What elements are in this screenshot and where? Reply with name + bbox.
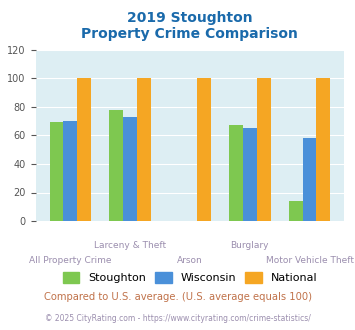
Text: Arson: Arson bbox=[177, 256, 203, 265]
Bar bbox=[257, 78, 271, 221]
Bar bbox=[64, 121, 77, 221]
Text: Larceny & Theft: Larceny & Theft bbox=[94, 241, 166, 249]
Text: Compared to U.S. average. (U.S. average equals 100): Compared to U.S. average. (U.S. average … bbox=[44, 292, 311, 302]
Title: 2019 Stoughton
Property Crime Comparison: 2019 Stoughton Property Crime Comparison bbox=[82, 11, 298, 41]
Bar bbox=[243, 128, 257, 221]
Text: © 2025 CityRating.com - https://www.cityrating.com/crime-statistics/: © 2025 CityRating.com - https://www.city… bbox=[45, 314, 310, 323]
Text: All Property Crime: All Property Crime bbox=[29, 256, 111, 265]
Bar bbox=[137, 78, 151, 221]
Text: Burglary: Burglary bbox=[230, 241, 269, 249]
Bar bbox=[109, 110, 123, 221]
Bar bbox=[229, 125, 243, 221]
Legend: Stoughton, Wisconsin, National: Stoughton, Wisconsin, National bbox=[58, 267, 322, 288]
Text: Motor Vehicle Theft: Motor Vehicle Theft bbox=[266, 256, 354, 265]
Bar bbox=[50, 122, 64, 221]
Bar bbox=[316, 78, 330, 221]
Bar bbox=[197, 78, 211, 221]
Bar bbox=[289, 201, 302, 221]
Bar bbox=[302, 138, 316, 221]
Bar bbox=[77, 78, 91, 221]
Bar bbox=[123, 117, 137, 221]
